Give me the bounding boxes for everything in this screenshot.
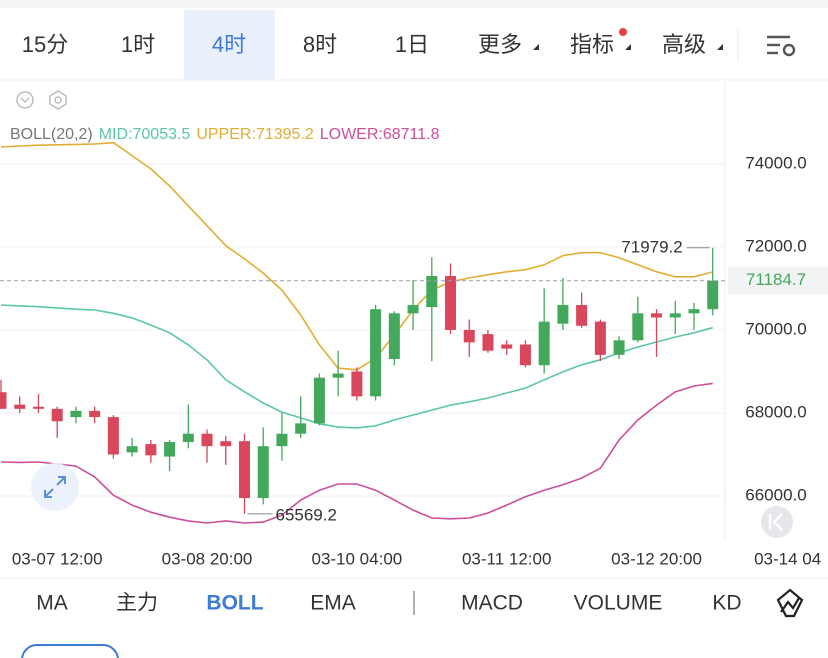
y-tick-label: 72000.0 [745,236,806,255]
tab-label[interactable]: 更多 [478,32,522,57]
indicator-tab[interactable]: EMA [310,592,356,615]
candle-body [370,309,382,397]
candle-body [388,313,400,359]
candle-body [220,441,232,447]
tab-label[interactable]: 指标 [570,32,614,57]
expand-button[interactable] [31,463,79,511]
candle-body [707,280,719,310]
candle-body [0,392,7,409]
candle-body [51,408,63,422]
candle-body [557,305,569,324]
x-tick-label: 03-07 12:00 [12,549,103,568]
drawing-tool-icon[interactable] [776,588,804,618]
indicator-tab[interactable]: KD [712,592,741,615]
legend: BOLL(20,2) MID:70053.5 UPPER:71395.2 LOWER:… [10,126,440,143]
tab-label[interactable]: 15分 [22,32,68,57]
candle-body [407,305,419,314]
candle-body [164,442,176,457]
candle-body [182,433,194,443]
indicator-tab[interactable]: MACD [461,592,523,615]
candle-body [257,446,269,499]
tab-label[interactable]: 4时 [212,32,246,57]
candle-body [501,344,513,349]
indicator-tab[interactable]: MA [36,592,68,615]
candle-body [14,404,26,409]
candle-body [651,313,663,318]
indicator-tab[interactable]: 主力 [116,592,158,615]
last-price-label: 71184.7 [746,270,806,289]
candle-body [70,410,82,418]
tab-label[interactable]: 1时 [121,32,155,57]
candle-body [482,334,494,351]
candle-body [519,344,531,366]
candle-body [313,377,325,424]
legend-entry: MID:70053.5 [99,126,191,143]
dropdown-caret [625,44,631,50]
candle-body [276,433,288,447]
top-strip [0,0,828,8]
timeframe-tabs: 15分 1时 4时 8时 1日 更多 指标 高级 [22,10,723,80]
x-tick-label: 03-08 20:00 [162,549,253,568]
candle-body [238,441,250,499]
legend-entry: LOWER:68711.8 [320,126,440,143]
candle-body [538,321,550,366]
legend-title: BOLL(20,2) [10,126,93,143]
candle-body [445,275,457,330]
x-tick-label: 03-11 12:00 [462,549,551,568]
candle-body [32,406,44,409]
high-label: 71979.2 [621,237,682,256]
candle-body [107,417,119,455]
candle-body [126,446,138,453]
indicator-tab[interactable]: VOLUME [574,592,663,615]
candle-body [145,444,157,456]
indicator-tabs: MA 主力 BOLL EMA MACD VOLUME KD [36,592,741,615]
boll-line [0,304,713,429]
notification-dot [619,28,627,36]
candle-body [201,433,213,447]
candle-body [351,371,363,397]
back-to-latest-button[interactable] [761,506,793,538]
candle-body [688,309,700,314]
dropdown-caret [533,44,539,50]
y-tick-label: 74000.0 [745,153,806,172]
y-tick-label: 66000.0 [745,485,806,504]
legend-entry: UPPER:71395.2 [196,126,314,143]
tab-label[interactable]: 高级 [662,32,706,57]
bottom-button[interactable] [21,644,119,658]
boll-line [0,382,713,524]
selected-tab-bg [184,10,275,80]
tab-label[interactable]: 8时 [303,32,337,57]
dropdown-caret [717,44,723,50]
candle-body [463,329,475,343]
plot-area: 66000.0 68000.0 70000.0 72000.0 74000.0 03-07… [0,126,828,568]
candle-body [295,423,307,434]
x-tick-label: 03-10 04:00 [311,549,402,568]
candle-body [632,313,644,341]
tab-label[interactable]: 1日 [395,32,429,57]
x-tick-label: 03-14 04 [754,549,821,568]
x-tick-label: 03-12 20:00 [611,549,702,568]
candle-body [669,313,681,318]
candle-body [89,410,101,418]
candle-body [426,275,438,308]
y-tick-label: 70000.0 [745,319,806,338]
indicator-tab[interactable]: BOLL [206,592,263,615]
settings-icon[interactable] [767,35,796,57]
candle-body [613,340,625,355]
candle-body [332,373,344,378]
chart-tool-icons[interactable] [16,90,67,110]
last-price-box [728,266,828,295]
low-label: 65569.2 [275,505,336,524]
candle-body [576,305,588,326]
y-tick-label: 68000.0 [745,402,806,421]
candle-body [594,321,606,355]
